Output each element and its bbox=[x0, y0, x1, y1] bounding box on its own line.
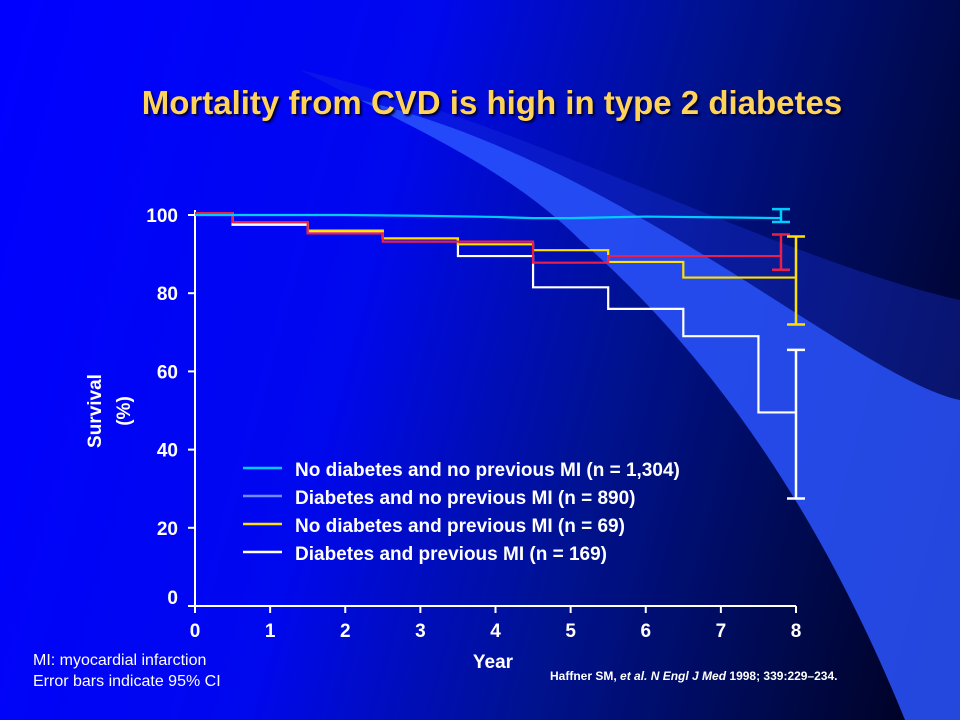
y-tick-label: 100 bbox=[146, 206, 178, 227]
x-tick-label: 8 bbox=[791, 621, 802, 642]
footnote-error-bars: Error bars indicate 95% CI bbox=[33, 673, 221, 690]
legend-entry: No diabetes and no previous MI (n = 1,30… bbox=[243, 460, 680, 481]
footnote-abbreviation: MI: myocardial infarction bbox=[33, 652, 207, 669]
legend-entry: No diabetes and previous MI (n = 69) bbox=[243, 516, 625, 537]
y-tick-label: 60 bbox=[157, 362, 178, 383]
legend-label: Diabetes and no previous MI (n = 890) bbox=[295, 488, 636, 509]
error-bar bbox=[787, 235, 805, 326]
y-axis-label: Survival bbox=[85, 374, 106, 448]
error-bar bbox=[787, 348, 805, 500]
x-tick-label: 2 bbox=[340, 621, 351, 642]
legend-entry: Diabetes and no previous MI (n = 890) bbox=[243, 488, 636, 509]
x-tick-label: 7 bbox=[716, 621, 727, 642]
footnotes: MI: myocardial infarction Error bars ind… bbox=[33, 650, 221, 692]
x-tick-label: 1 bbox=[265, 621, 276, 642]
citation-journal: N Engl J Med bbox=[650, 669, 727, 683]
citation-authors: Haffner SM, bbox=[550, 669, 621, 683]
citation-details: 1998; 339:229–234. bbox=[726, 669, 838, 683]
x-tick-label: 3 bbox=[415, 621, 426, 642]
series-line bbox=[195, 211, 781, 264]
series-line bbox=[195, 211, 796, 414]
error-bar bbox=[771, 207, 790, 224]
y-tick-label: 0 bbox=[167, 588, 178, 609]
chart-legend: No diabetes and no previous MI (n = 1,30… bbox=[243, 460, 680, 565]
legend-label: No diabetes and previous MI (n = 69) bbox=[295, 516, 625, 537]
citation: Haffner SM, et al. N Engl J Med 1998; 33… bbox=[550, 669, 838, 683]
error-bar bbox=[771, 233, 790, 271]
x-tick-label: 5 bbox=[565, 621, 576, 642]
x-tick-label: 4 bbox=[490, 621, 501, 642]
y-tick-label: 20 bbox=[157, 519, 178, 540]
series-line bbox=[195, 213, 781, 220]
legend-entry: Diabetes and previous MI (n = 169) bbox=[243, 544, 607, 565]
x-tick-label: 6 bbox=[640, 621, 651, 642]
series-lines bbox=[195, 211, 796, 414]
x-tick-label: 0 bbox=[190, 621, 201, 642]
y-tick-label: 40 bbox=[157, 441, 178, 462]
y-tick-label: 80 bbox=[157, 284, 178, 305]
y-axis-unit: (%) bbox=[114, 396, 135, 426]
citation-etal: et al. bbox=[620, 669, 648, 683]
legend-label: No diabetes and no previous MI (n = 1,30… bbox=[295, 460, 680, 481]
error-bars bbox=[771, 207, 805, 500]
x-axis-label: Year bbox=[473, 652, 514, 673]
slide-title: Mortality from CVD is high in type 2 dia… bbox=[141, 84, 843, 121]
legend-label: Diabetes and previous MI (n = 169) bbox=[295, 544, 607, 565]
